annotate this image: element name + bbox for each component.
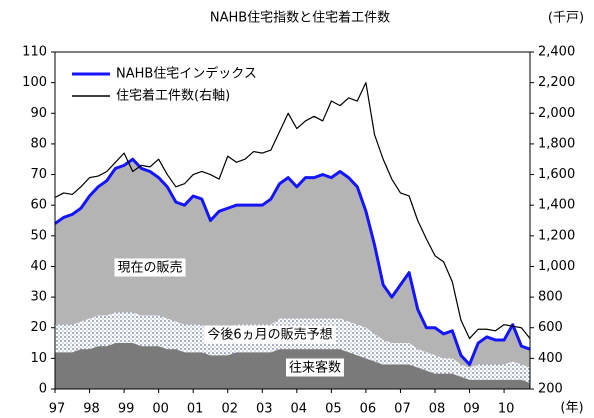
y2-tick-label: 2,400 bbox=[538, 45, 575, 60]
x-unit: (年) bbox=[560, 401, 583, 416]
x-tick-label: 98 bbox=[83, 402, 100, 417]
annotation-box bbox=[285, 358, 345, 377]
x-tick-label: 04 bbox=[291, 402, 308, 417]
y2-tick-label: 1,200 bbox=[538, 228, 575, 243]
y-tick-label: 90 bbox=[30, 106, 47, 121]
annotation: 今後6ヵ月の販売予想 bbox=[207, 327, 332, 343]
y-tick-label: 40 bbox=[30, 259, 47, 274]
plot-frame bbox=[54, 51, 531, 390]
y2-tick-label: 1,000 bbox=[538, 259, 575, 274]
annotation-box bbox=[204, 325, 336, 344]
x-tick-label: 01 bbox=[187, 402, 204, 417]
area bbox=[55, 312, 530, 383]
y-tick-label: 30 bbox=[30, 290, 47, 305]
line bbox=[54, 157, 531, 366]
x-tick-label: 97 bbox=[49, 402, 66, 417]
y-tick-label: 20 bbox=[30, 320, 47, 335]
y-tick-label: 0 bbox=[39, 382, 47, 397]
y-tick-label: 110 bbox=[22, 45, 47, 60]
y-tick-label: 70 bbox=[30, 167, 47, 182]
y2-tick-label: 200 bbox=[538, 382, 563, 397]
annotation-box bbox=[114, 258, 186, 277]
legend-label: 住宅着工件数(右軸) bbox=[116, 88, 230, 104]
y2-tick-label: 600 bbox=[538, 320, 563, 335]
x-tick-label: 08 bbox=[429, 402, 446, 417]
y2-tick-label: 2,000 bbox=[538, 106, 575, 121]
annotation: 往来客数 bbox=[289, 360, 341, 376]
y2-tick-label: 1,800 bbox=[538, 136, 575, 151]
annotation: 現在の販売 bbox=[117, 260, 182, 276]
y2-tick-label: 800 bbox=[538, 290, 563, 305]
y2-tick-label: 2,200 bbox=[538, 75, 575, 90]
x-tick-label: 05 bbox=[325, 402, 342, 417]
x-tick-label: 99 bbox=[118, 402, 135, 417]
x-tick-label: 10 bbox=[498, 402, 515, 417]
x-tick-label: 02 bbox=[221, 402, 238, 417]
chart-title: NAHB住宅指数と住宅着工件数 bbox=[210, 10, 390, 26]
y2-tick-label: 1,400 bbox=[538, 198, 575, 213]
legend-label: NAHB住宅インデックス bbox=[116, 66, 257, 82]
x-tick-label: 06 bbox=[360, 402, 377, 417]
x-tick-label: 07 bbox=[394, 402, 411, 417]
y-tick-label: 50 bbox=[30, 228, 47, 243]
x-tick-label: 09 bbox=[463, 402, 480, 417]
y-tick-label: 100 bbox=[22, 75, 47, 90]
y-tick-label: 80 bbox=[30, 136, 47, 151]
y2-tick-label: 400 bbox=[538, 351, 563, 366]
area bbox=[55, 159, 530, 368]
y-tick-label: 60 bbox=[30, 198, 47, 213]
x-tick-label: 03 bbox=[256, 402, 273, 417]
x-tick-label: 00 bbox=[152, 402, 169, 417]
line bbox=[54, 82, 531, 340]
y2-unit: (千戸) bbox=[548, 11, 584, 26]
y2-tick-label: 1,600 bbox=[538, 167, 575, 182]
y-tick-label: 10 bbox=[30, 351, 47, 366]
